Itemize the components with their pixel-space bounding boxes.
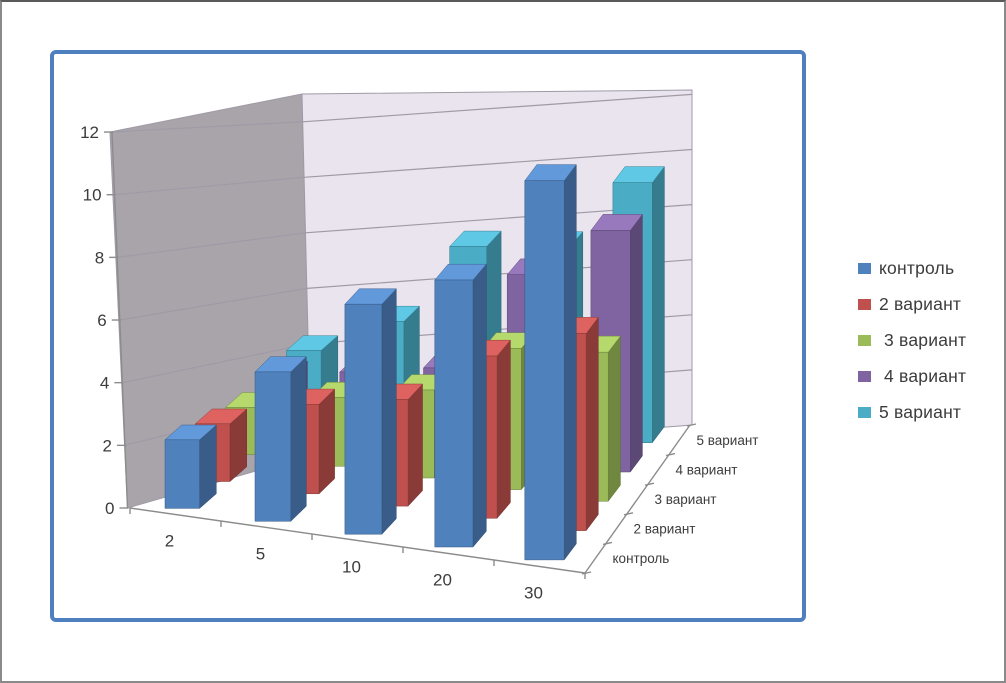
series-axis-label: 3 вариант bbox=[655, 492, 717, 507]
bar-s3-c4-side[interactable] bbox=[630, 213, 643, 473]
bar-s0-c2-side[interactable] bbox=[381, 288, 397, 535]
bar-s1-c1-side[interactable] bbox=[318, 388, 335, 495]
series-axis-tick bbox=[623, 512, 634, 516]
bar-s0-c3-side[interactable] bbox=[472, 263, 487, 548]
bar-s2-c4-side[interactable] bbox=[607, 335, 621, 503]
bar-s0-c1[interactable] bbox=[254, 371, 292, 522]
series-axis-tick bbox=[644, 482, 655, 486]
category-label: 5 bbox=[256, 545, 265, 564]
value-axis-label: 0 bbox=[105, 499, 114, 518]
category-label: 10 bbox=[342, 558, 361, 577]
series-axis-label: контроль bbox=[613, 551, 670, 566]
legend-swatch-icon bbox=[858, 334, 871, 346]
value-axis-label: 4 bbox=[100, 374, 109, 393]
series-axis-label: 2 вариант bbox=[634, 522, 696, 537]
legend-swatch-icon bbox=[858, 298, 871, 310]
gridline bbox=[114, 148, 693, 196]
bar-s0-c1-side[interactable] bbox=[290, 356, 307, 522]
legend-label: 4 вариант bbox=[879, 365, 967, 386]
series-axis bbox=[584, 424, 691, 574]
bar-s1-c4-side[interactable] bbox=[585, 316, 599, 532]
bar-s4-c4-side[interactable] bbox=[652, 165, 665, 444]
value-axis-label: 2 bbox=[102, 436, 111, 455]
value-axis-label: 6 bbox=[97, 311, 106, 330]
legend-swatch-icon bbox=[858, 370, 871, 382]
legend-item-variant5[interactable]: 5 вариант bbox=[858, 394, 966, 430]
category-axis bbox=[129, 507, 586, 574]
legend-label: 5 вариант bbox=[879, 401, 962, 422]
series-axis-tick bbox=[581, 571, 592, 575]
bar-s0-c4[interactable] bbox=[524, 180, 565, 561]
series-axis-tick bbox=[686, 423, 697, 427]
legend-swatch-icon bbox=[858, 406, 871, 418]
value-axis-label: 8 bbox=[95, 248, 104, 267]
series-axis-label: 4 вариант bbox=[676, 462, 738, 477]
legend-item-kontrol[interactable]: контроль bbox=[858, 250, 966, 286]
bar-s0-c3[interactable] bbox=[434, 279, 474, 548]
legend-label: контроль bbox=[879, 257, 955, 278]
category-label: 20 bbox=[433, 571, 452, 590]
chart-legend: контроль 2 вариант 3 вариант 4 вариант 5… bbox=[858, 250, 966, 430]
category-label: 30 bbox=[524, 584, 543, 603]
value-axis-label: 12 bbox=[80, 123, 99, 142]
value-axis-label: 10 bbox=[83, 186, 102, 205]
bar-s1-c2-side[interactable] bbox=[407, 383, 423, 507]
legend-item-variant4[interactable]: 4 вариант bbox=[858, 358, 966, 394]
series-axis-label: 5 вариант bbox=[697, 433, 759, 448]
legend-item-variant3[interactable]: 3 вариант bbox=[858, 322, 966, 358]
legend-swatch-icon bbox=[858, 262, 871, 274]
legend-label: 3 вариант bbox=[879, 329, 967, 350]
bar-s0-c0[interactable] bbox=[164, 439, 200, 509]
series-axis-tick bbox=[602, 541, 613, 546]
gridline bbox=[111, 93, 693, 133]
bar-s0-c4-side[interactable] bbox=[563, 163, 577, 561]
category-label: 2 bbox=[165, 532, 174, 551]
legend-label: 2 вариант bbox=[879, 293, 962, 314]
bar-s1-c3-side[interactable] bbox=[496, 339, 511, 519]
bar-s0-c2[interactable] bbox=[344, 303, 383, 535]
series-axis-tick bbox=[665, 452, 676, 457]
legend-item-variant2[interactable]: 2 вариант bbox=[858, 286, 966, 322]
